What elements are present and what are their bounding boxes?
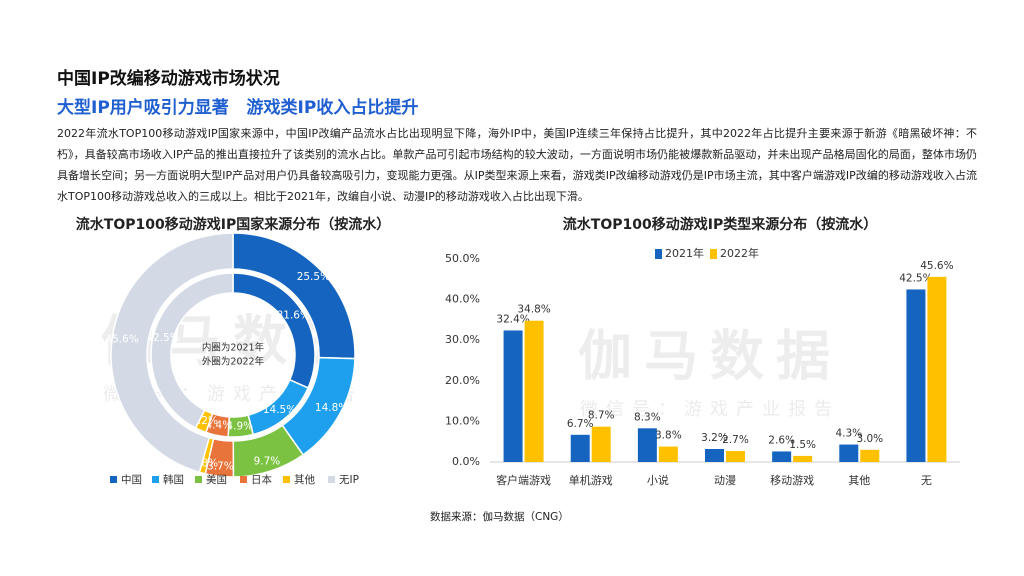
data-label: 45.6% [105, 333, 138, 345]
data-label: 3.7% [207, 460, 234, 472]
bar [726, 451, 745, 462]
bar [772, 451, 792, 462]
data-label: 1.5% [789, 439, 816, 451]
legend-label: 2021年 [665, 246, 704, 260]
bar [927, 276, 947, 462]
bar [637, 428, 657, 462]
legend-label: 韩国 [163, 473, 184, 486]
x-tick-label: 动漫 [714, 473, 736, 487]
x-tick-label: 移动游戏 [770, 474, 814, 487]
data-label: 2.6% [768, 434, 795, 446]
y-tick-label: 30.0% [445, 333, 480, 346]
chart-title: 流水TOP100移动游戏IP国家来源分布（按流水） [76, 216, 390, 233]
bar [860, 449, 880, 462]
legend-label: 无IP [339, 474, 359, 486]
data-label: 8.3% [634, 411, 661, 423]
legend-swatch [283, 476, 290, 483]
data-label: 3.8% [655, 430, 682, 442]
bar [906, 289, 926, 462]
bar [591, 426, 611, 462]
y-tick-label: 10.0% [445, 414, 480, 427]
x-tick-label: 小说 [647, 473, 669, 487]
data-label: 25.5% [297, 271, 330, 283]
bar [793, 455, 813, 462]
legend-swatch [710, 249, 717, 259]
data-label: 9.7% [254, 456, 281, 468]
legend-label: 日本 [251, 473, 272, 486]
donut-segment [110, 232, 234, 474]
y-tick-label: 40.0% [445, 293, 480, 306]
data-label: 4.4% [206, 420, 233, 432]
data-label: 8.7% [588, 410, 615, 422]
legend-swatch [110, 476, 117, 483]
legend-label: 中国 [121, 473, 142, 486]
page-subtitle: 大型IP用户吸引力显著 游戏类IP收入占比提升 [57, 98, 419, 118]
bar [503, 330, 523, 462]
legend-swatch [195, 476, 202, 483]
watermark-sub: 微信号：游戏产业报告 [580, 399, 840, 420]
body-text: 2022年流水TOP100移动游戏IP国家来源中，中国IP改编产品流水占比出现明… [57, 127, 977, 203]
x-tick-label: 单机游戏 [569, 473, 613, 487]
data-label: 14.8% [315, 402, 348, 414]
x-tick-label: 客户端游戏 [496, 473, 551, 487]
y-tick-label: 0.0% [452, 455, 480, 468]
legend-label: 2022年 [720, 246, 759, 260]
legend-swatch [240, 476, 247, 483]
data-label: 34.8% [517, 304, 550, 316]
legend-swatch [655, 249, 662, 259]
data-label: 4.9% [226, 421, 253, 433]
data-label: 3.0% [856, 433, 883, 445]
y-tick-label: 20.0% [445, 374, 480, 387]
data-label: 31.6% [277, 310, 310, 322]
y-tick-label: 50.0% [445, 252, 480, 265]
data-label: 3.2% [701, 432, 728, 444]
data-label: 4.3% [835, 428, 862, 440]
legend-swatch [152, 476, 159, 483]
source: 数据来源：伽马数据（CNG） [430, 510, 569, 523]
legend-swatch [328, 476, 335, 483]
page-title: 中国IP改编移动游戏市场状况 [57, 69, 280, 89]
x-tick-label: 其他 [848, 474, 870, 487]
data-label: 32.4% [496, 313, 529, 325]
chart-title: 流水TOP100移动游戏IP类型来源分布（按流水） [563, 216, 877, 233]
data-label: 42.5% [899, 272, 932, 284]
bar [839, 444, 859, 462]
data-label: 2.7% [722, 434, 749, 446]
x-tick-label: 无 [921, 474, 932, 487]
data-label: 14.5% [263, 404, 296, 416]
legend-label: 美国 [206, 473, 227, 486]
data-label: 42.5% [146, 332, 179, 344]
data-label: 6.7% [567, 418, 594, 430]
center-note: 外圈为2022年 [202, 356, 265, 368]
bar [658, 446, 678, 462]
watermark: 伽马数据 [578, 325, 842, 388]
bar [705, 449, 724, 462]
legend-label: 其他 [294, 473, 315, 486]
center-note: 内圈为2021年 [202, 342, 265, 354]
data-label: 45.6% [920, 260, 953, 272]
bar [524, 320, 544, 462]
bar [570, 434, 590, 462]
donut-segment [150, 272, 234, 429]
